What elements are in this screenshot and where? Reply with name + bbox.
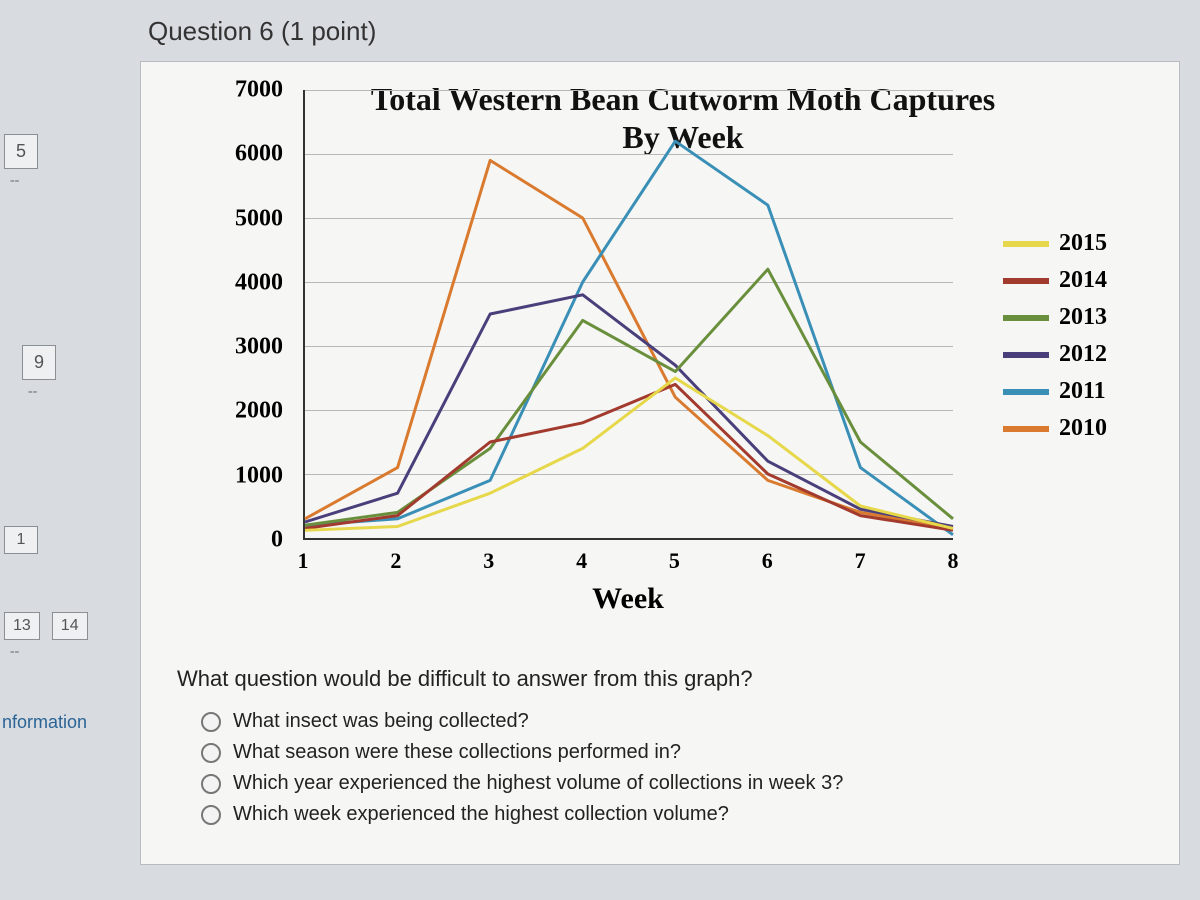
y-tick-label: 1000 xyxy=(235,462,283,489)
legend-item: 2012 xyxy=(1003,341,1133,368)
legend-label: 2013 xyxy=(1059,304,1107,331)
x-tick-label: 7 xyxy=(855,548,866,574)
plot-area xyxy=(303,90,953,540)
legend-swatch xyxy=(1003,315,1049,321)
legend-swatch xyxy=(1003,278,1049,284)
nav-dash: -- xyxy=(18,384,120,412)
legend-label: 2014 xyxy=(1059,267,1107,294)
option-label: What insect was being collected? xyxy=(233,710,529,733)
legend-item: 2010 xyxy=(1003,415,1133,442)
nav-dash: -- xyxy=(0,173,120,201)
legend-label: 2015 xyxy=(1059,230,1107,257)
legend-label: 2011 xyxy=(1059,378,1106,405)
question-prompt: What question would be difficult to answ… xyxy=(177,666,1157,692)
x-tick-label: 2 xyxy=(390,548,401,574)
radio-icon[interactable] xyxy=(201,805,221,825)
legend: 2015 2014 2013 2012 2011 2010 xyxy=(1003,220,1133,452)
answer-option[interactable]: Which week experienced the highest colle… xyxy=(201,803,1157,826)
series-line-2012 xyxy=(305,295,953,527)
y-tick-label: 4000 xyxy=(235,269,283,296)
answer-option[interactable]: What season were these collections perfo… xyxy=(201,741,1157,764)
radio-icon[interactable] xyxy=(201,774,221,794)
y-tick-label: 0 xyxy=(271,527,283,554)
chart-card: Total Western Bean Cutworm Moth Captures… xyxy=(140,61,1180,865)
y-tick-label: 6000 xyxy=(235,141,283,168)
answer-option[interactable]: Which year experienced the highest volum… xyxy=(201,772,1157,795)
legend-label: 2012 xyxy=(1059,341,1107,368)
nav-q5[interactable]: 5 xyxy=(4,134,38,169)
nav-q1[interactable]: 1 xyxy=(4,526,38,554)
legend-item: 2013 xyxy=(1003,304,1133,331)
line-series xyxy=(305,90,953,538)
x-axis-labels: 12345678 xyxy=(303,548,953,578)
y-tick-label: 7000 xyxy=(235,77,283,104)
x-tick-label: 8 xyxy=(948,548,959,574)
nav-dash: -- xyxy=(0,644,120,672)
nav-q14[interactable]: 14 xyxy=(52,612,88,640)
question-block: What question would be difficult to answ… xyxy=(163,640,1157,826)
legend-swatch xyxy=(1003,241,1049,247)
chart: Total Western Bean Cutworm Moth Captures… xyxy=(163,80,1143,640)
question-nav-sidebar: 5 -- 9 -- 1 13 14 -- nformation xyxy=(0,0,120,900)
x-tick-label: 3 xyxy=(483,548,494,574)
information-link[interactable]: nformation xyxy=(0,712,87,732)
radio-icon[interactable] xyxy=(201,712,221,732)
legend-swatch xyxy=(1003,389,1049,395)
legend-item: 2014 xyxy=(1003,267,1133,294)
option-label: Which year experienced the highest volum… xyxy=(233,772,843,795)
main-content: Question 6 (1 point) Total Western Bean … xyxy=(140,8,1180,865)
legend-item: 2015 xyxy=(1003,230,1133,257)
option-label: Which week experienced the highest colle… xyxy=(233,803,729,826)
nav-q9[interactable]: 9 xyxy=(22,345,56,380)
x-tick-label: 1 xyxy=(298,548,309,574)
legend-item: 2011 xyxy=(1003,378,1133,405)
nav-q13[interactable]: 13 xyxy=(4,612,40,640)
y-tick-label: 2000 xyxy=(235,398,283,425)
legend-swatch xyxy=(1003,426,1049,432)
x-tick-label: 6 xyxy=(762,548,773,574)
x-axis-title: Week xyxy=(303,582,953,616)
series-line-2011 xyxy=(305,141,953,535)
question-header: Question 6 (1 point) xyxy=(140,8,1180,61)
x-tick-label: 4 xyxy=(576,548,587,574)
radio-icon[interactable] xyxy=(201,743,221,763)
y-tick-label: 5000 xyxy=(235,205,283,232)
option-label: What season were these collections perfo… xyxy=(233,741,681,764)
legend-label: 2010 xyxy=(1059,415,1107,442)
x-tick-label: 5 xyxy=(669,548,680,574)
answer-option[interactable]: What insect was being collected? xyxy=(201,710,1157,733)
y-axis-labels: 01000200030004000500060007000 xyxy=(183,80,283,540)
y-tick-label: 3000 xyxy=(235,334,283,361)
legend-swatch xyxy=(1003,352,1049,358)
